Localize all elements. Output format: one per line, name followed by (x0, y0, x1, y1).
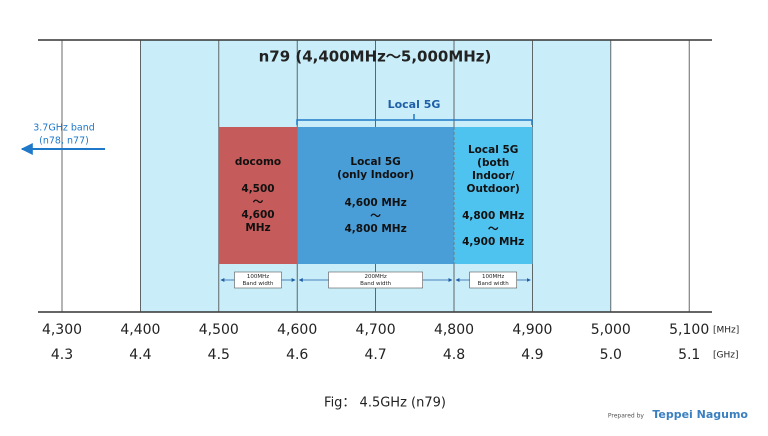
block-name: (both (477, 157, 509, 169)
mhz-label: 4,900 (512, 322, 552, 338)
bandwidth-label: 100MHz (247, 274, 269, 280)
block-range: 4,900 MHz (462, 236, 524, 248)
bandwidth-box (469, 271, 518, 289)
mhz-label: 4,800 (434, 322, 474, 338)
mhz-label: 4,400 (120, 322, 160, 338)
credit-prefix: Prepared by (608, 413, 645, 420)
mhz-label: 4,700 (356, 322, 396, 338)
block-name: docomo (235, 156, 281, 168)
block-name: (only Indoor) (337, 169, 414, 181)
mhz-label: 4,500 (199, 322, 239, 338)
mhz-label: 4,600 (277, 322, 317, 338)
block-name: Local 5G (350, 156, 400, 168)
band-block (218, 127, 298, 264)
block-range: MHz (245, 222, 270, 234)
ghz-label: 4.8 (443, 347, 465, 363)
block-range: ～ (488, 223, 499, 235)
ghz-label: 4.7 (364, 347, 386, 363)
ghz-label: 4.6 (286, 347, 308, 363)
left-note: 3.7GHz band (33, 123, 95, 134)
bracket-label: Local 5G (388, 98, 441, 111)
ghz-label: 5.1 (678, 347, 700, 363)
bandwidth-label: 200MHz (364, 274, 386, 280)
block-range: ～ (253, 196, 264, 208)
ghz-label: 4.9 (521, 347, 543, 363)
caption: Fig： 4.5GHz (n79) (324, 396, 446, 411)
ghz-label: 4.4 (129, 347, 151, 363)
bandwidth-box (234, 271, 282, 289)
ghz-unit: [GHz] (713, 351, 739, 361)
ghz-label: 4.3 (51, 347, 73, 363)
bandwidth-label: 100MHz (482, 274, 504, 280)
mhz-label: 5,000 (591, 322, 631, 338)
mhz-unit: [MHz] (713, 326, 739, 336)
mhz-label: 4,300 (42, 322, 82, 338)
block-name: Outdoor) (467, 183, 520, 195)
block-range: 4,600 MHz (344, 197, 406, 209)
block-name: Indoor/ (472, 170, 515, 182)
bandwidth-label: Band width (242, 281, 274, 287)
credit-name: Teppei Nagumo (652, 408, 748, 421)
band-block (454, 127, 533, 264)
title: n79 (4,400MHz～5,000MHz) (259, 48, 492, 66)
block-range: ～ (370, 210, 381, 222)
block-range: 4,600 (241, 209, 274, 221)
band-block (297, 127, 454, 264)
mhz-label: 5,100 (669, 322, 709, 338)
bandwidth-box (328, 271, 423, 289)
ghz-label: 5.0 (600, 347, 622, 363)
left-note: (n78, n77) (39, 136, 89, 147)
bandwidth-label: Band width (478, 281, 510, 287)
ghz-label: 4.5 (208, 347, 230, 363)
bandwidth-label: Band width (360, 281, 392, 287)
block-range: 4,800 MHz (344, 223, 406, 235)
block-name: Local 5G (468, 144, 518, 156)
block-range: 4,800 MHz (462, 210, 524, 222)
block-range: 4,500 (241, 183, 274, 195)
